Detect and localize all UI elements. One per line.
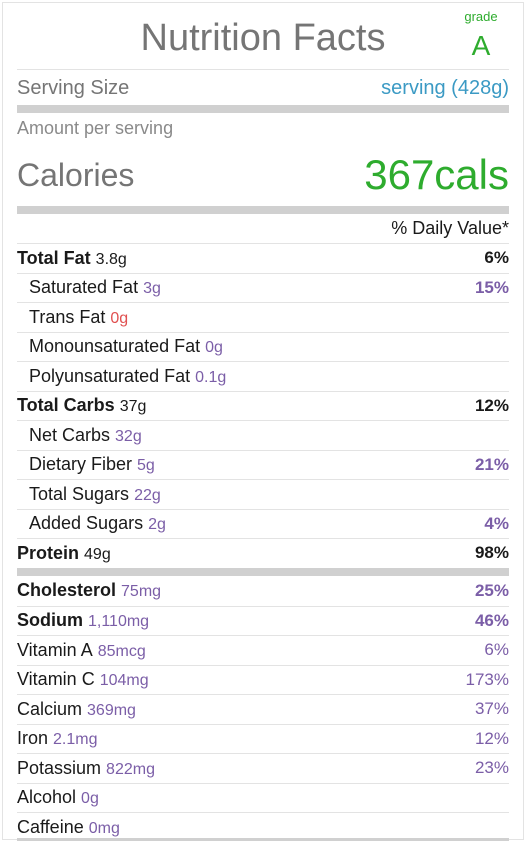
nutrient-name: Net Carbs bbox=[29, 424, 111, 445]
nutrient-amount: 2g bbox=[148, 516, 166, 534]
grade-value: A bbox=[471, 30, 491, 61]
nutrient-name: Calcium bbox=[17, 698, 83, 719]
nutrient-amount: 1,110mg bbox=[88, 613, 150, 631]
nutrition-title: Nutrition Facts bbox=[140, 17, 386, 59]
grade-label: grade bbox=[464, 9, 498, 24]
nutrient-percent: 12% bbox=[474, 395, 509, 415]
nutrient-amount: 37g bbox=[119, 398, 147, 416]
nutrient-amount: 369mg bbox=[87, 701, 136, 719]
nutrient-amount: 0g bbox=[81, 790, 99, 808]
divider-thick bbox=[17, 206, 509, 214]
divider-bottom bbox=[17, 838, 509, 841]
nutrient-row-vitamin-a: Vitamin A 85mcg 6% bbox=[17, 635, 509, 665]
nutrient-name: Trans Fat bbox=[29, 306, 106, 327]
nutrient-amount: 0g bbox=[110, 309, 129, 327]
nutrient-percent: 173% bbox=[465, 669, 509, 689]
serving-size-row: Serving Size serving (428g) bbox=[17, 69, 509, 106]
nutrient-row-alcohol: Alcohol 0g bbox=[17, 782, 509, 813]
nutrient-name: Added Sugars bbox=[29, 513, 144, 534]
nutrient-name: Total Carbs bbox=[17, 395, 115, 416]
nutrient-amount: 0mg bbox=[88, 819, 120, 837]
nutrient-percent: 37% bbox=[474, 699, 509, 719]
nutrient-name: Sodium bbox=[17, 610, 83, 631]
divider-thick bbox=[17, 568, 509, 576]
nutrient-name: Polyunsaturated Fat bbox=[29, 365, 191, 386]
nutrient-row-protein: Protein 49g 98% bbox=[17, 538, 509, 568]
nutrient-name: Total Sugars bbox=[29, 483, 130, 504]
nutrient-row-dietary-fiber: Dietary Fiber 5g 21% bbox=[17, 449, 509, 480]
nutrient-percent: 46% bbox=[474, 610, 509, 630]
nutrient-name: Caffeine bbox=[17, 816, 84, 837]
nutrient-name: Vitamin C bbox=[17, 669, 95, 690]
nutrient-percent: 21% bbox=[474, 454, 509, 474]
nutrient-amount: 22g bbox=[134, 486, 161, 504]
nutrient-percent: 23% bbox=[474, 758, 509, 778]
nutrient-row-total-carbs: Total Carbs 37g 12% bbox=[17, 390, 509, 421]
nutrient-amount: 0g bbox=[205, 339, 223, 357]
nutrient-row-calcium: Calcium 369mg 37% bbox=[17, 694, 509, 724]
nutrient-amount: 3g bbox=[143, 280, 161, 298]
nutrient-name: Total Fat bbox=[17, 247, 91, 268]
nutrient-row-trans-fat: Trans Fat 0g bbox=[17, 302, 509, 332]
nutrient-name: Potassium bbox=[17, 757, 102, 778]
nutrients-main-list: Total Fat 3.8g 6% Saturated Fat 3g 15% Tra… bbox=[17, 243, 509, 568]
nutrient-amount: 822mg bbox=[106, 760, 155, 778]
nutrient-amount: 3.8g bbox=[95, 250, 127, 268]
nutrient-name: Alcohol bbox=[17, 787, 77, 808]
nutrient-amount: 0.1g bbox=[195, 368, 227, 386]
nutrient-percent: 4% bbox=[484, 513, 509, 533]
divider-thick bbox=[17, 105, 509, 113]
nutrient-amount: 75mg bbox=[121, 583, 162, 601]
nutrient-row-potassium: Potassium 822mg 23% bbox=[17, 753, 509, 783]
nutrient-row-sodium: Sodium 1,110mg 46% bbox=[17, 605, 509, 636]
nutrient-row-caffeine: Caffeine 0mg bbox=[17, 812, 509, 842]
nutrient-percent: 25% bbox=[474, 580, 509, 600]
daily-value-header: % Daily Value* bbox=[391, 218, 509, 238]
nutrient-row-total-fat: Total Fat 3.8g 6% bbox=[17, 243, 509, 273]
serving-size-value[interactable]: serving (428g) bbox=[381, 76, 509, 99]
nutrient-amount: 85mcg bbox=[97, 642, 146, 660]
nutrient-amount: 2.1mg bbox=[53, 731, 98, 749]
calories-row: Calories 367cals bbox=[17, 148, 509, 202]
nutrient-amount: 49g bbox=[84, 545, 111, 563]
nutrient-percent: 15% bbox=[474, 277, 509, 297]
nutrient-name: Monounsaturated Fat bbox=[29, 336, 201, 357]
nutrient-name: Vitamin A bbox=[17, 639, 93, 660]
nutrient-amount: 5g bbox=[137, 457, 155, 475]
nutrient-amount: 104mg bbox=[99, 672, 149, 690]
nutrient-name: Cholesterol bbox=[17, 580, 117, 601]
nutrient-name: Dietary Fiber bbox=[29, 454, 133, 475]
nutrient-row-net-carbs: Net Carbs 32g bbox=[17, 420, 509, 450]
nutrient-row-vitamin-c: Vitamin C 104mg 173% bbox=[17, 664, 509, 695]
nutrient-amount: 32g bbox=[115, 427, 142, 445]
serving-size-label: Serving Size bbox=[17, 76, 130, 99]
nutrient-row-saturated-fat: Saturated Fat 3g 15% bbox=[17, 272, 509, 303]
calories-label: Calories bbox=[17, 156, 135, 193]
nutrient-percent: 12% bbox=[474, 728, 509, 748]
nutrient-name: Iron bbox=[17, 728, 49, 749]
nutrient-row-cholesterol: Cholesterol 75mg 25% bbox=[17, 576, 509, 606]
nutrients-minor-list: Cholesterol 75mg 25% Sodium 1,110mg 46% Vi… bbox=[17, 576, 509, 842]
nutrient-percent: 98% bbox=[474, 543, 509, 563]
amount-per-serving-label: Amount per serving bbox=[17, 118, 174, 138]
grade-badge: grade A bbox=[459, 9, 503, 63]
nutrient-percent: 6% bbox=[484, 640, 509, 660]
nutrient-row-polyunsaturated-fat: Polyunsaturated Fat 0.1g bbox=[17, 361, 509, 391]
nutrient-name: Protein bbox=[17, 542, 80, 563]
nutrient-percent: 6% bbox=[484, 248, 509, 268]
nutrient-row-added-sugars: Added Sugars 2g 4% bbox=[17, 508, 509, 539]
calories-value: 367cals bbox=[364, 151, 509, 198]
nutrient-name: Saturated Fat bbox=[29, 277, 139, 298]
nutrient-row-iron: Iron 2.1mg 12% bbox=[17, 723, 509, 754]
nutrient-row-total-sugars: Total Sugars 22g bbox=[17, 479, 509, 509]
nutrient-row-monounsaturated-fat: Monounsaturated Fat 0g bbox=[17, 331, 509, 362]
